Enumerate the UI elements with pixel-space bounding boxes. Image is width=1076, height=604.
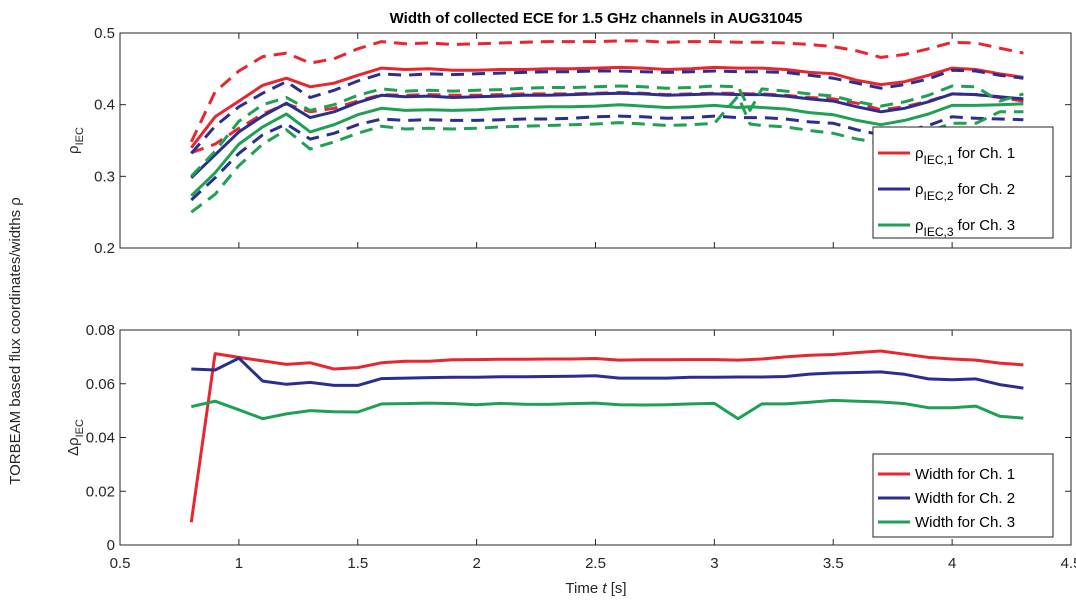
series-line-1 [190,65,1024,149]
series-line-3 [190,398,1024,421]
x-label-unit: [s] [607,580,627,597]
legend-entry: ρIEC,2 for Ch. 2 [915,181,1015,203]
x-tick-label: 1.5 [347,555,368,572]
y-axis-label-sub: IEC [74,419,86,437]
legend-entry: Width for Ch. 3 [915,514,1015,531]
y-axis-label-main: Δρ [65,437,82,456]
y-tick-label: 0.04 [86,430,115,447]
y-tick-label: 0.02 [86,483,115,500]
x-label-prefix: Time [565,580,602,597]
y-tick-label: 0.5 [94,25,115,42]
y-tick-label: 0.2 [94,240,115,257]
series-group [189,349,1024,523]
legend-entry: Width for Ch. 1 [915,466,1015,483]
shared-y-axis-label: TORBEAM based flux coordinates/widths ρ [7,197,24,485]
bottom-panel-delta-rho-iec: 0.5 1 1.5 2 2.5 3 3.5 4 4.5 0 0.02 0.04 0.06 0.08 ΔρIE… [65,322,1076,572]
series-line-bound-5 [190,68,1024,155]
x-tick-label: 4.5 [1061,555,1076,572]
legend-box [872,126,1054,239]
series-line-bound-8 [190,84,1024,178]
legend-sub: IEC,2 [924,189,954,203]
x-label-var: t [602,580,607,597]
chart-title: Width of collected ECE for 1.5 GHz chann… [390,10,803,27]
x-axis-label: Time t [s] [565,580,626,597]
series-line-7 [190,102,1024,197]
legend-entry: Width for Ch. 2 [915,490,1015,507]
legend: Width for Ch. 1 Width for Ch. 2 Width for … [872,453,1054,538]
legend-entry: ρIEC,1 for Ch. 1 [915,145,1015,167]
series-line-4 [190,91,1024,179]
legend-sub: IEC,1 [924,153,954,167]
x-tick-label: 0.5 [110,555,131,572]
y-axis-label: ρIEC [65,127,86,154]
y-axis-label: ΔρIEC [65,419,86,456]
x-tick-label: 4 [948,555,956,572]
series-line-2 [191,356,1024,390]
y-axis-label-main: ρ [65,145,82,154]
y-axis-label-sub: IEC [74,127,86,145]
x-tick-label: 1 [235,555,243,572]
x-tick-label: 3.5 [823,555,844,572]
y-tick-label: 0 [107,537,115,554]
y-tick-label: 0.06 [86,376,115,393]
x-tick-label: 2.5 [585,555,606,572]
x-tick-label: 3 [710,555,718,572]
legend-rest: for Ch. 2 [958,181,1016,198]
series-line-1 [189,349,1024,523]
legend-rho: ρ [915,181,924,198]
legend-rest: for Ch. 3 [958,217,1016,234]
series-line-bound-2 [189,39,1024,143]
legend-entry: ρIEC,3 for Ch. 3 [915,217,1015,239]
legend-rho: ρ [915,217,924,234]
legend-rho: ρ [915,145,924,162]
legend-sub: IEC,3 [924,225,954,239]
legend-rest: for Ch. 1 [958,145,1016,162]
y-tick-label: 0.4 [94,97,115,114]
y-tick-label: 0.3 [94,168,115,185]
y-tick-label: 0.08 [86,322,115,339]
x-tick-label: 2 [472,555,480,572]
